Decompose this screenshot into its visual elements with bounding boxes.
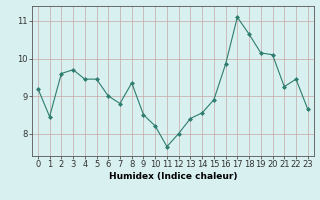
X-axis label: Humidex (Indice chaleur): Humidex (Indice chaleur) bbox=[108, 172, 237, 181]
